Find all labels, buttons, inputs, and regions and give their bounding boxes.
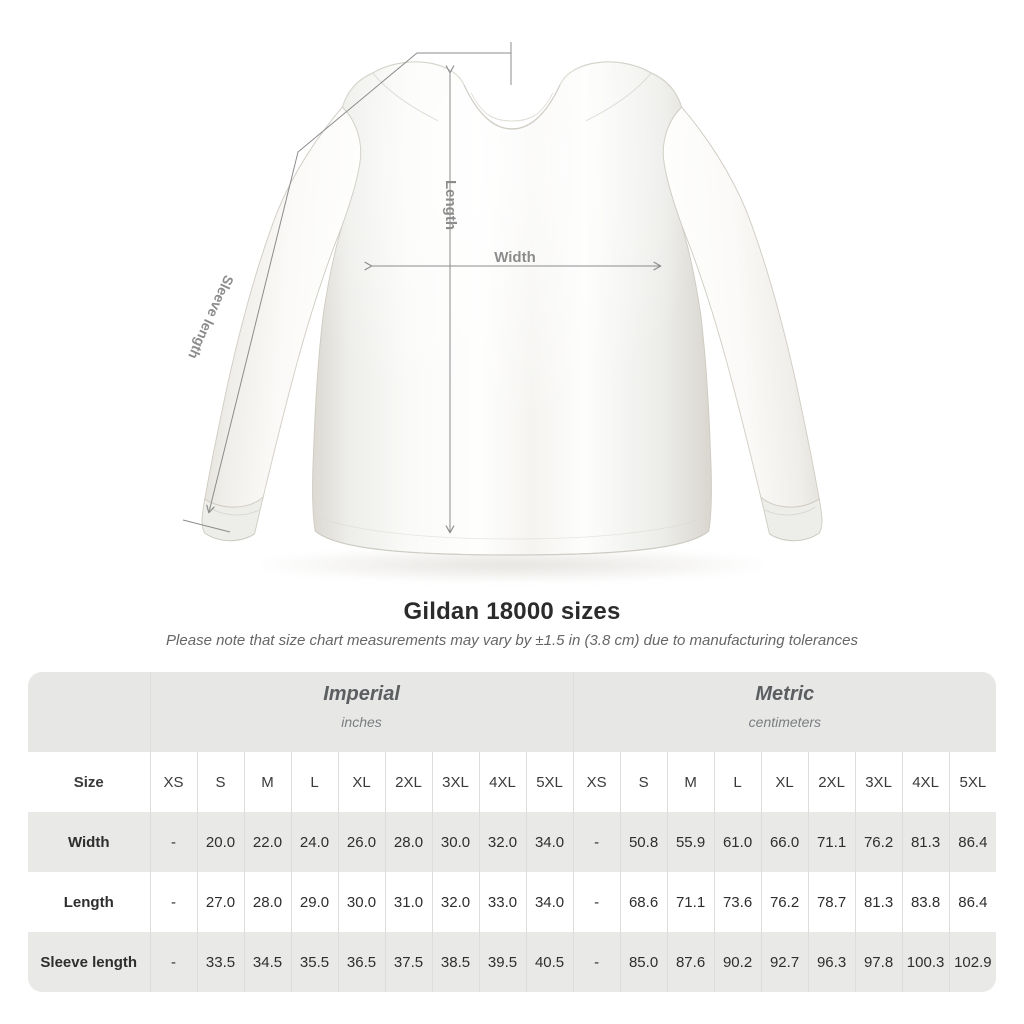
svg-text:Width: Width xyxy=(494,249,536,266)
